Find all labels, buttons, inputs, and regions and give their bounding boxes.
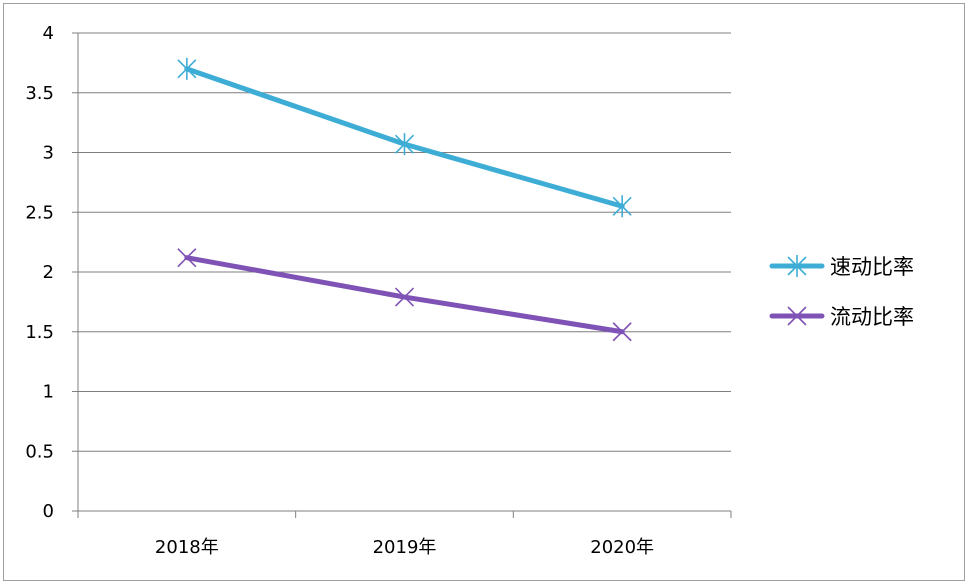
y-tick-label: 0 [43, 501, 54, 522]
y-tick-label: 3 [43, 143, 54, 164]
legend-label: 流动比率 [830, 305, 914, 329]
y-axis-ticks: 0 0.5 1 1.5 2 2.5 3 3.5 4 [25, 23, 78, 522]
legend-marker [787, 255, 807, 277]
x-tick-label: 2019年 [373, 537, 437, 558]
y-tick-label: 3.5 [25, 83, 54, 104]
legend-item-1: 速动比率 [769, 255, 914, 279]
gridlines [78, 32, 731, 452]
data-point [612, 322, 632, 342]
series-2 [177, 248, 632, 342]
series-1 [177, 57, 632, 218]
y-tick-label: 2 [43, 262, 54, 283]
series-line [184, 255, 625, 335]
y-tick-label: 0.5 [25, 441, 54, 462]
marker-stroke [787, 306, 807, 326]
series-group [177, 57, 632, 342]
marker-stroke [612, 322, 632, 342]
x-tick-label: 2020年 [590, 537, 654, 558]
x-tick-label: 2018年 [155, 537, 219, 558]
marker-stroke [177, 248, 197, 268]
x-axis-ticks: 2018年 2019年 2020年 [77, 511, 732, 558]
data-point [394, 133, 415, 156]
legend-label: 速动比率 [830, 255, 914, 279]
chart-frame [3, 3, 965, 581]
y-tick-label: 1.5 [25, 322, 54, 343]
y-tick-label: 1 [43, 382, 54, 403]
legend-item-2: 流动比率 [769, 305, 914, 329]
data-point [177, 248, 197, 268]
marker-stroke [394, 287, 415, 307]
y-tick-label: 2.5 [25, 202, 54, 223]
data-point [177, 57, 197, 80]
legend-marker [787, 306, 807, 326]
data-point [394, 287, 415, 307]
data-point [612, 195, 632, 218]
y-tick-label: 4 [43, 23, 54, 44]
